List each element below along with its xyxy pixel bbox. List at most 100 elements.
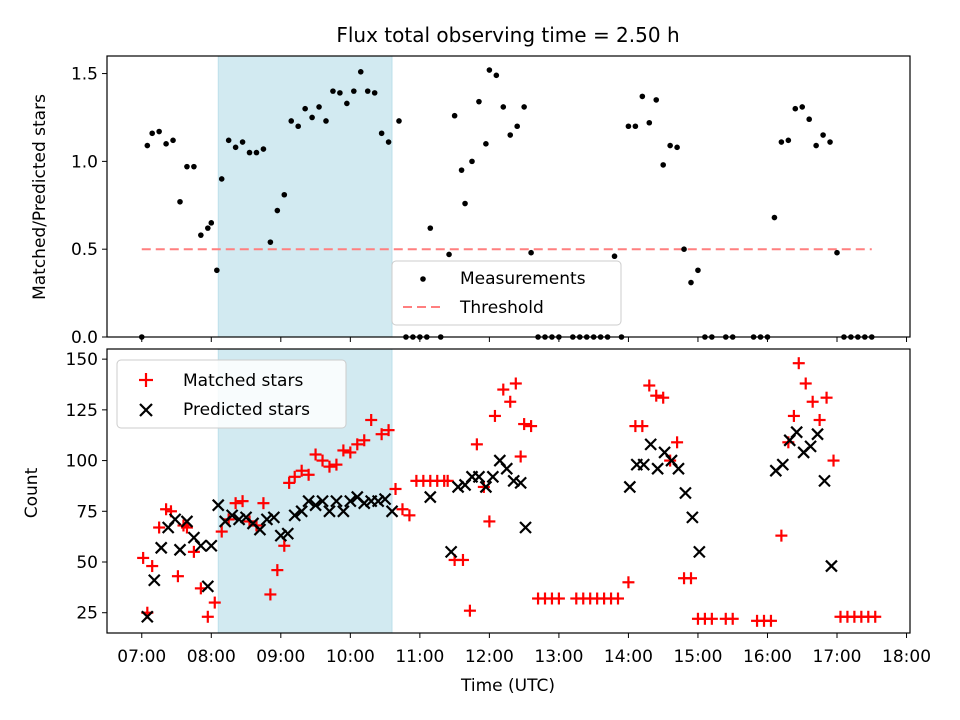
- matched-star-point: [257, 497, 270, 510]
- measurement-point: [785, 137, 792, 144]
- predicted-star-point: [651, 462, 664, 475]
- predicted-star-point: [371, 494, 385, 508]
- matched-star-point: [337, 444, 350, 457]
- measurement-point: [771, 214, 778, 221]
- measurement-point: [351, 88, 357, 94]
- bottom-legend: Matched stars Predicted stars: [116, 359, 347, 429]
- x-tick-label: 15:00: [673, 647, 722, 667]
- measurement-point: [198, 232, 204, 238]
- measurement-point: [302, 105, 308, 112]
- matched-star-point: [622, 576, 635, 589]
- measurement-point: [528, 249, 534, 256]
- predicted-star-point: [274, 529, 288, 542]
- measurement-point: [813, 142, 819, 149]
- predicted-star-point: [309, 498, 322, 512]
- predicted-star-point: [644, 438, 657, 451]
- predicted-star-point: [811, 427, 824, 441]
- x-tick-label: 08:00: [187, 647, 236, 667]
- matched-star-point: [525, 420, 538, 433]
- x-tick-label: 17:00: [813, 647, 862, 667]
- measurement-point: [214, 267, 220, 274]
- measurement-point: [344, 100, 350, 107]
- matched-star-point: [518, 418, 531, 431]
- measurement-point: [462, 200, 468, 207]
- x-axis-label: Time (UTC): [460, 676, 555, 696]
- measurement-point: [239, 139, 246, 145]
- measurement-point: [625, 123, 632, 130]
- predicted-star-point: [323, 505, 336, 518]
- predicted-star-point: [472, 470, 486, 484]
- y-tick-label: 150: [66, 350, 98, 370]
- matched-star-point: [323, 460, 336, 473]
- predicted-star-point: [486, 470, 500, 484]
- predicted-star-point: [672, 462, 685, 475]
- bottom-y-ticks: 25 50 75 100 125 150: [66, 350, 107, 624]
- matched-star-point: [497, 383, 510, 396]
- matched-star-point: [764, 614, 777, 627]
- predicted-star-point: [804, 440, 817, 453]
- matched-star-point: [470, 438, 483, 451]
- matched-star-point: [657, 391, 670, 404]
- top-highlight-span: [217, 55, 393, 338]
- predicted-star-point: [205, 539, 218, 553]
- matched-star-point: [504, 395, 517, 408]
- top-legend-box: [391, 260, 622, 326]
- measurement-point: [225, 137, 232, 144]
- top-axes-frame: [106, 55, 911, 338]
- x-tick-label: 09:00: [256, 647, 305, 667]
- predicted-star-point: [444, 545, 458, 559]
- measurement-point: [309, 114, 315, 121]
- y-tick-label: 25: [76, 604, 98, 624]
- matched-star-point: [330, 458, 343, 471]
- x-tick-label: 11:00: [395, 647, 444, 667]
- matched-star-point: [278, 539, 291, 552]
- bottom-panel: 25 50 75 100 125 150 07:00 08:00 09:00 10:00 11:0…: [22, 348, 931, 696]
- predicted-star-point: [519, 521, 532, 534]
- measurement-point: [521, 104, 527, 110]
- matched-star-point: [283, 476, 296, 489]
- matched-star-point: [483, 515, 496, 528]
- legend-matched-marker: [139, 373, 153, 387]
- matched-star-point: [636, 420, 649, 433]
- matched-star-point: [488, 409, 501, 422]
- matched-star-point: [344, 446, 357, 459]
- matched-star-point: [685, 572, 697, 585]
- matched-star-point: [806, 395, 819, 408]
- matched-star-point: [153, 521, 166, 534]
- bottom-legend-box: [116, 359, 347, 429]
- measurement-point: [288, 118, 295, 124]
- predicted-stars-points: [141, 425, 838, 624]
- matched-star-point: [612, 592, 624, 605]
- measurement-point: [646, 119, 653, 126]
- predicted-star-point: [201, 580, 215, 593]
- predicted-star-point: [451, 480, 465, 494]
- measurement-point: [267, 239, 274, 245]
- predicted-star-point: [232, 513, 246, 526]
- measurement-point: [667, 142, 673, 149]
- matched-star-point: [726, 612, 739, 625]
- predicted-star-point: [260, 513, 274, 526]
- matched-star-point: [187, 545, 200, 558]
- top-legend: Measurements Threshold: [391, 260, 622, 326]
- predicted-star-point: [378, 492, 392, 506]
- measurement-point: [493, 72, 500, 79]
- legend-matched-label: Matched stars: [183, 371, 303, 391]
- y-tick-label: 1.0: [71, 152, 98, 172]
- predicted-star-point: [679, 486, 692, 500]
- predicted-star-point: [776, 458, 790, 471]
- predicted-star-point: [818, 474, 831, 488]
- predicted-star-point: [330, 494, 343, 508]
- measurement-point: [330, 88, 336, 94]
- matched-star-point: [509, 377, 522, 390]
- measurement-point: [246, 149, 253, 156]
- measurement-point: [149, 130, 155, 137]
- matched-star-point: [787, 409, 800, 422]
- predicted-star-point: [357, 496, 371, 510]
- matched-star-point: [295, 464, 308, 477]
- measurement-point: [205, 225, 211, 231]
- measurement-point: [611, 253, 618, 260]
- matched-star-point: [813, 414, 826, 426]
- measurement-point: [653, 97, 660, 103]
- matched-star-point: [365, 414, 378, 426]
